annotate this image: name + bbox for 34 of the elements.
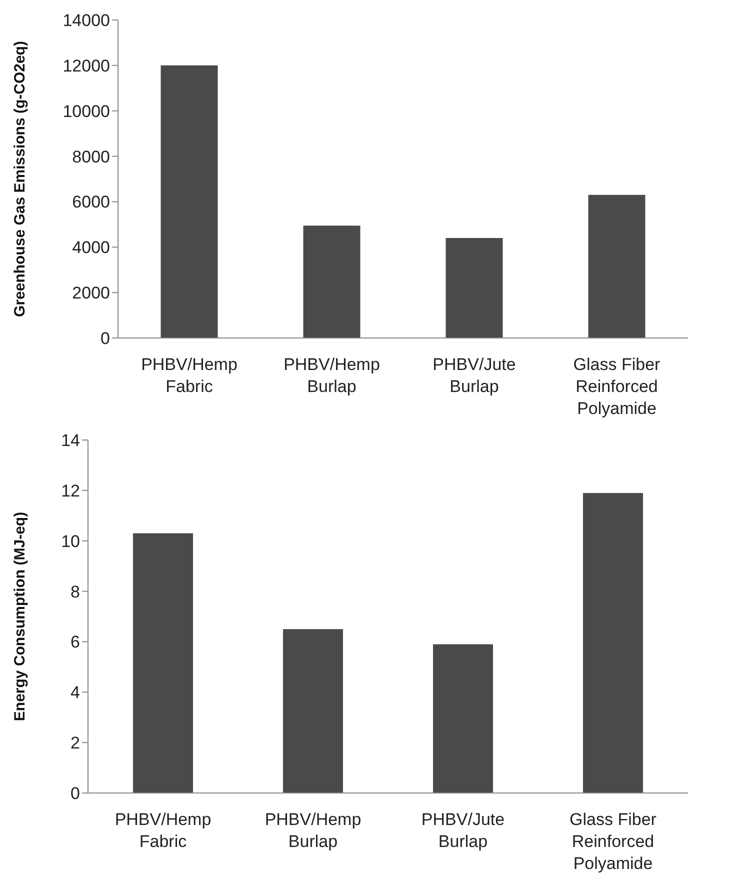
x-tick-label: PHBV/Jute Burlap bbox=[432, 355, 516, 396]
bar bbox=[583, 492, 643, 793]
bar bbox=[433, 644, 493, 793]
bar bbox=[160, 65, 218, 338]
x-tick-label: PHBV/Hemp Fabric bbox=[141, 355, 238, 396]
y-axis-title: Energy Consumption (MJ-eq) bbox=[11, 512, 28, 722]
y-tick-label: 8000 bbox=[72, 147, 110, 166]
y-tick-label: 14 bbox=[61, 431, 80, 450]
y-tick-label: 8 bbox=[70, 582, 80, 602]
y-tick-label: 6000 bbox=[72, 192, 110, 212]
x-tick-label: PHBV/Hemp Burlap bbox=[264, 810, 362, 851]
y-tick-label: 12000 bbox=[62, 56, 110, 76]
x-tick-label: Glass Fiber Reinforced Polyamide bbox=[570, 810, 657, 873]
y-tick-label: 4 bbox=[70, 683, 80, 702]
y-tick-label: 4000 bbox=[72, 238, 110, 258]
x-tick-label: PHBV/Hemp Fabric bbox=[114, 810, 212, 851]
bar bbox=[588, 194, 646, 338]
y-tick-label: 0 bbox=[100, 329, 110, 348]
bar bbox=[303, 226, 360, 338]
x-tick-label: Glass Fiber Reinforced Polyamide bbox=[573, 355, 661, 418]
y-tick-label: 0 bbox=[70, 784, 80, 804]
y-tick-label: 2 bbox=[70, 734, 80, 753]
y-tick-label: 6 bbox=[70, 632, 80, 652]
bar bbox=[133, 533, 193, 793]
y-tick-label: 14000 bbox=[62, 11, 110, 30]
bar bbox=[283, 629, 343, 793]
y-tick-label: 12 bbox=[61, 481, 80, 500]
x-tick-label: PHBV/Hemp Burlap bbox=[284, 355, 380, 396]
bar bbox=[446, 238, 503, 338]
y-axis-title: Greenhouse Gas Emissions (g-CO2eq) bbox=[11, 41, 28, 317]
y-tick-label: 10000 bbox=[62, 102, 110, 121]
y-tick-label: 2000 bbox=[72, 284, 110, 303]
x-tick-label: PHBV/Jute Burlap bbox=[421, 810, 505, 851]
y-tick-label: 10 bbox=[61, 532, 80, 551]
